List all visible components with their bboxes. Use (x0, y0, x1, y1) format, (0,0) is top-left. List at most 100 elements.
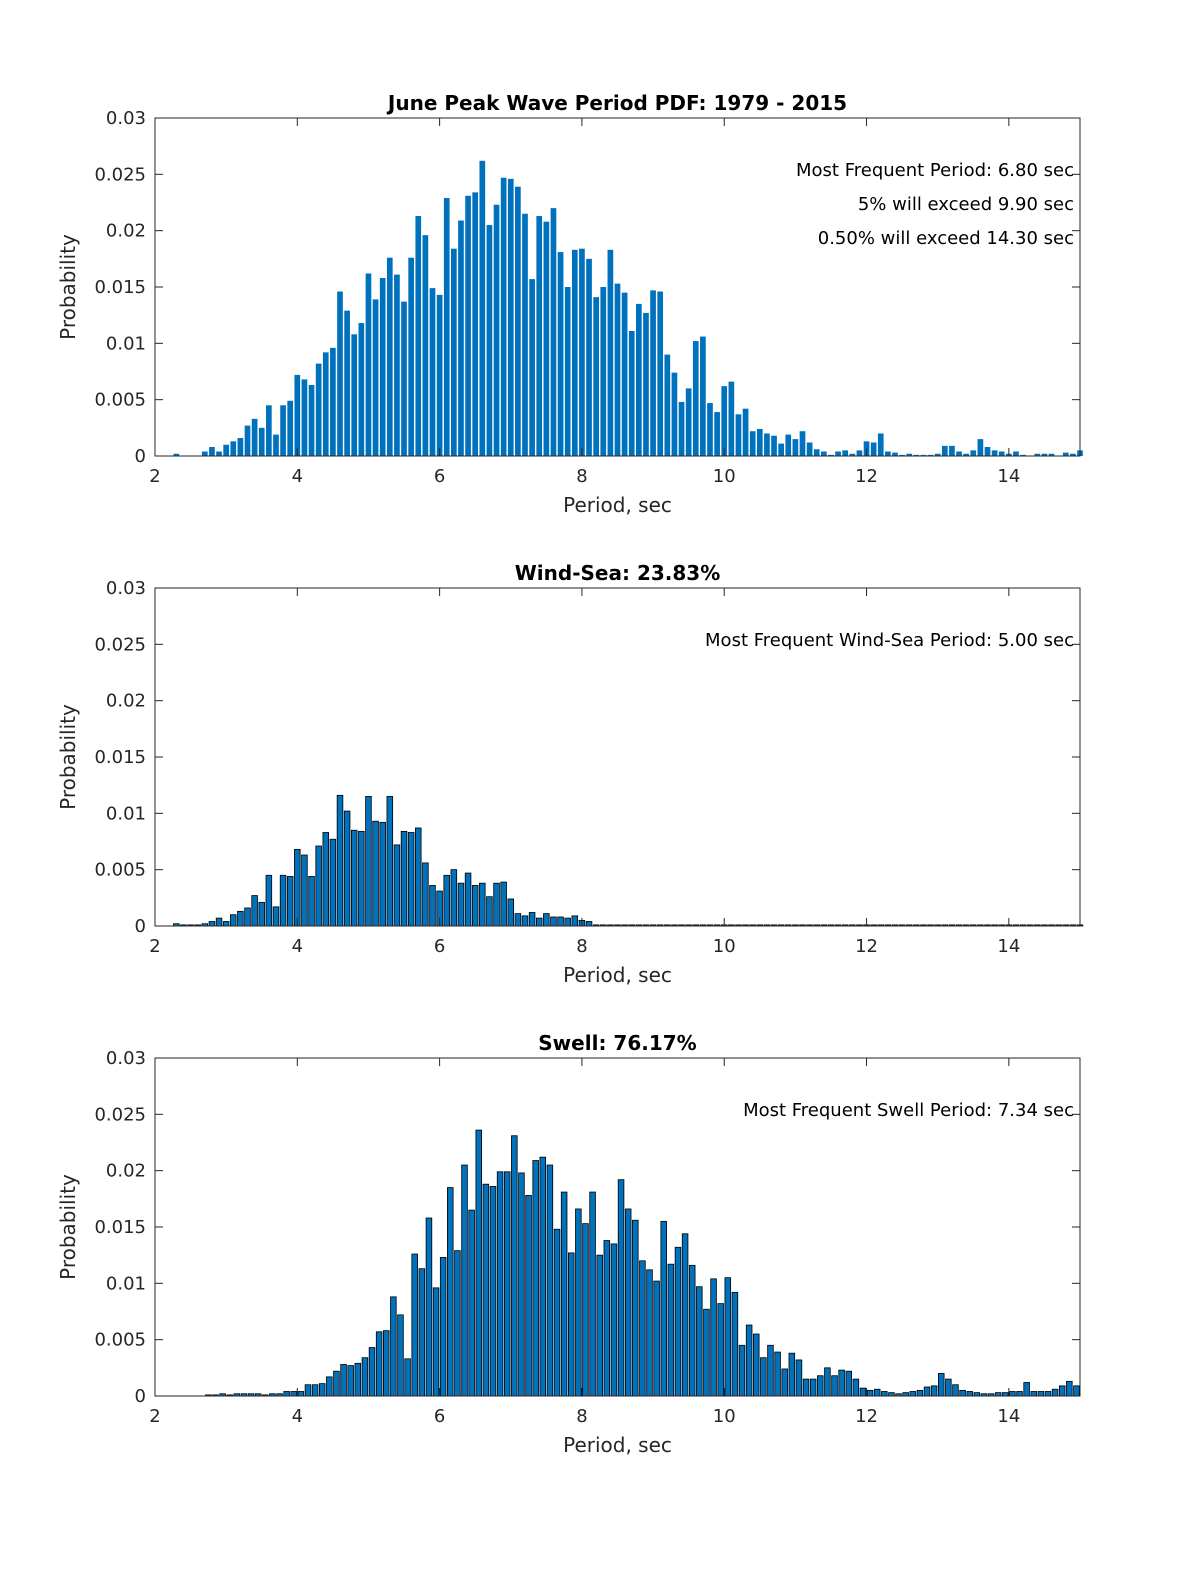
bar (333, 1370, 340, 1397)
y-tick-label: 0.005 (94, 390, 146, 411)
bar (216, 451, 222, 456)
bar (550, 208, 557, 456)
bar (201, 451, 208, 456)
bar (984, 446, 991, 456)
bar (336, 794, 344, 927)
y-tick-label: 0 (135, 1386, 146, 1407)
x-tick-label: 14 (997, 936, 1020, 957)
bar (842, 450, 849, 456)
bar (621, 292, 628, 456)
x-tick-label: 14 (997, 466, 1020, 487)
bar (664, 354, 671, 456)
bar (415, 827, 422, 927)
bar (1070, 453, 1076, 456)
bar (394, 274, 400, 456)
bar (318, 1383, 326, 1397)
bar (643, 312, 649, 456)
y-axis-label: Probability (56, 1174, 80, 1280)
bar (418, 1268, 426, 1397)
bar (856, 450, 863, 456)
bar (472, 192, 479, 457)
bar (464, 872, 472, 927)
bar (607, 249, 614, 456)
bar (941, 445, 948, 456)
bar (1009, 1391, 1016, 1397)
x-tick-label: 2 (149, 466, 160, 487)
bar (223, 444, 229, 456)
bar (415, 216, 422, 456)
bar (753, 1333, 760, 1397)
bar (439, 1257, 447, 1397)
x-tick-label: 2 (149, 1406, 160, 1427)
bar (930, 1385, 938, 1397)
bar (450, 869, 458, 927)
x-tick-label: 6 (434, 936, 445, 957)
x-tick-label: 12 (855, 1406, 878, 1427)
x-axis-label: Period, sec (563, 1433, 672, 1457)
bar (358, 323, 365, 456)
bar (301, 379, 308, 456)
bar (514, 913, 522, 927)
x-tick-label: 14 (997, 1406, 1020, 1427)
bar (742, 408, 749, 456)
bar (624, 1208, 632, 1397)
bar (454, 1250, 461, 1397)
bar (579, 248, 585, 456)
bar (1020, 454, 1026, 456)
x-tick-label: 10 (713, 466, 736, 487)
bar (222, 921, 230, 927)
bar (1066, 1380, 1073, 1397)
x-tick-label: 6 (434, 1406, 445, 1427)
bar (721, 386, 728, 456)
bar (923, 1386, 931, 1397)
bar (1044, 1391, 1052, 1397)
bar (379, 821, 386, 927)
bar (529, 279, 535, 456)
x-tick-label: 4 (292, 936, 303, 957)
bar (315, 363, 322, 456)
bar (1002, 1392, 1009, 1397)
bar (344, 310, 350, 456)
y-axis-label: Probability (56, 234, 80, 340)
bar (707, 403, 713, 456)
bar (451, 248, 457, 456)
bar (646, 1269, 653, 1397)
bar (436, 294, 443, 456)
bar (511, 1135, 518, 1397)
y-tick-label: 0.015 (94, 747, 146, 768)
bar (1023, 1382, 1030, 1397)
bar (671, 372, 678, 456)
bar (330, 347, 336, 456)
y-tick-label: 0.005 (94, 1330, 146, 1351)
bar (593, 297, 599, 456)
bar (297, 1391, 305, 1397)
y-tick-label: 0.02 (106, 691, 146, 712)
bar (237, 437, 244, 456)
bar (817, 1375, 824, 1397)
bar (326, 1376, 333, 1397)
bar (703, 1308, 710, 1397)
annotation-text: 0.50% will exceed 14.30 sec (818, 228, 1074, 249)
x-tick-label: 2 (149, 936, 160, 957)
bar (589, 1191, 596, 1397)
bar (749, 431, 756, 456)
bar (272, 906, 280, 927)
bar (568, 1252, 575, 1397)
bar (639, 1260, 646, 1397)
bar (521, 915, 529, 927)
bar (788, 1352, 796, 1397)
bar (998, 451, 1005, 456)
bar (315, 845, 322, 927)
bar (425, 1217, 433, 1397)
bar (286, 876, 294, 927)
bar (585, 921, 593, 927)
y-tick-label: 0.025 (94, 634, 146, 655)
bar (717, 1303, 724, 1397)
chart-panel-2: 2 4 6 8 10 12 14 0 0.005 0.01 0.015 0.02 0.025 0.03 Wi… (56, 561, 1084, 987)
bar (280, 405, 286, 456)
bar (273, 434, 279, 456)
bar (653, 1280, 660, 1397)
bar (710, 1278, 717, 1397)
bar (496, 1171, 504, 1397)
y-tick-label: 0.015 (94, 1217, 146, 1238)
